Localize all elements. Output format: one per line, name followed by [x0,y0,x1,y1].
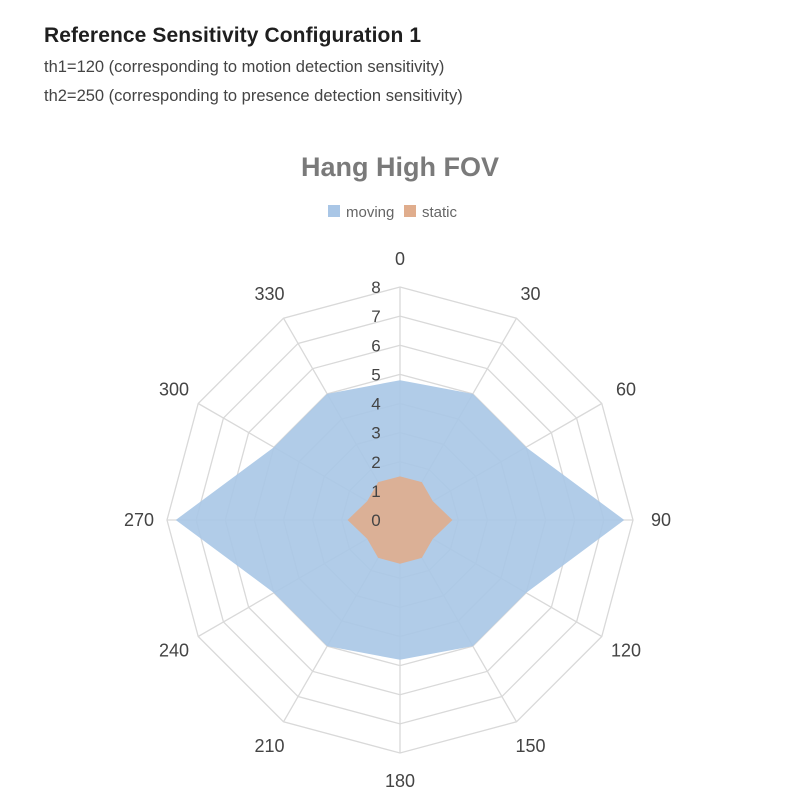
legend-label-moving: moving [346,204,394,221]
radial-tick-7: 7 [371,307,380,326]
config-title: Reference Sensitivity Configuration 1 [44,24,422,47]
angle-label-240: 240 [159,641,189,661]
legend-label-static: static [422,204,458,221]
radial-tick-0: 0 [371,511,380,530]
series-layer [175,380,625,660]
angle-label-0: 0 [395,249,405,269]
angle-label-270: 270 [124,510,154,530]
radial-tick-4: 4 [371,395,380,414]
angle-label-60: 60 [616,380,636,400]
angle-label-180: 180 [385,771,415,791]
radial-tick-8: 8 [371,278,380,297]
th2-line: th2=250 (corresponding to presence detec… [44,87,463,105]
chart-title: Hang High FOV [301,152,499,182]
angle-label-330: 330 [254,284,284,304]
series-static-area [347,476,453,564]
angle-label-300: 300 [159,380,189,400]
radial-tick-1: 1 [371,482,380,501]
radial-tick-3: 3 [371,424,380,443]
header: Reference Sensitivity Configuration 1 th… [44,24,463,116]
radar-chart: Hang High FOV moving static 0 1 2 3 4 5 6 7 8 0 30… [124,152,671,791]
legend-swatch-static [404,205,416,217]
angle-label-210: 210 [254,736,284,756]
angle-label-120: 120 [611,641,641,661]
legend-swatch-moving [328,205,340,217]
radial-ticks: 0 1 2 3 4 5 6 7 8 [371,278,380,530]
angle-label-90: 90 [651,510,671,530]
radial-tick-5: 5 [371,365,380,384]
legend: moving static [328,204,458,221]
angle-label-150: 150 [515,736,545,756]
angle-label-30: 30 [520,284,540,304]
radial-tick-2: 2 [371,453,380,472]
radial-tick-6: 6 [371,336,380,355]
th1-line: th1=120 (corresponding to motion detecti… [44,58,445,76]
